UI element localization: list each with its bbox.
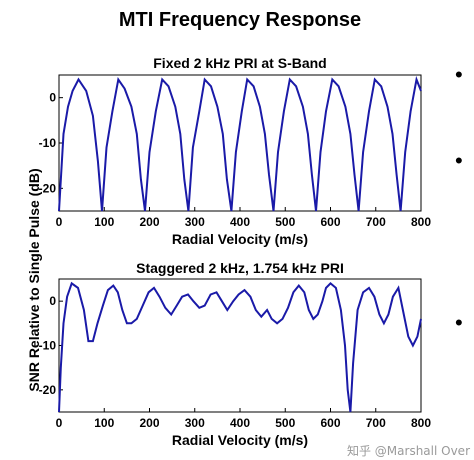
x-tick-label: 200 <box>139 215 159 229</box>
x-tick-label: 400 <box>230 416 250 430</box>
x-tick-label: 0 <box>56 416 63 430</box>
x-tick-label: 700 <box>366 215 386 229</box>
x-tick-label: 500 <box>275 416 295 430</box>
x-tick-label: 300 <box>185 215 205 229</box>
plot-staggered-pri-xlabel: Radial Velocity (m/s) <box>172 432 308 448</box>
y-tick-label: -10 <box>39 136 57 150</box>
x-tick-label: 400 <box>230 215 250 229</box>
x-tick-label: 800 <box>411 215 431 229</box>
y-tick-label: -10 <box>39 339 57 353</box>
watermark: 知乎 @Marshall Over <box>347 444 470 458</box>
y-tick-label: -20 <box>39 181 57 195</box>
x-tick-label: 200 <box>139 416 159 430</box>
y-tick-label: 0 <box>49 91 56 105</box>
plot-staggered-pri-frame <box>58 278 422 413</box>
x-tick-label: 800 <box>411 416 431 430</box>
plot-staggered-pri-title: Staggered 2 kHz, 1.754 kHz PRI <box>136 260 344 276</box>
x-tick-label: 100 <box>94 416 114 430</box>
bullet-2: • <box>455 148 463 173</box>
plot-fixed-pri-xlabel: Radial Velocity (m/s) <box>172 231 308 247</box>
plot-fixed-pri-series-line <box>58 75 422 212</box>
y-tick-label: 0 <box>49 294 56 308</box>
figure-title: MTI Frequency Response <box>119 9 361 31</box>
plot-staggered-pri-series-line <box>58 281 422 413</box>
y-axis-label: SNR Relative to Single Pulse (dB) <box>26 168 42 391</box>
plot-fixed-pri-title: Fixed 2 kHz PRI at S-Band <box>153 55 326 71</box>
plot-staggered-pri: Staggered 2 kHz, 1.754 kHz PRI 0 100 200 30… <box>39 260 432 448</box>
plot-fixed-pri-ticks: 0 100 200 300 400 500 600 700 800 0 -10 -20 <box>39 91 432 229</box>
plot-fixed-pri: Fixed 2 kHz PRI at S-Band 0 100 200 300 400 5… <box>39 55 432 247</box>
x-tick-label: 300 <box>185 416 205 430</box>
bullet-3: • <box>455 310 463 335</box>
x-tick-label: 500 <box>275 215 295 229</box>
x-tick-label: 0 <box>56 215 63 229</box>
y-tick-label: -20 <box>39 383 57 397</box>
plot-fixed-pri-frame <box>58 74 422 212</box>
plot-staggered-pri-ticks: 0 100 200 300 400 500 600 700 800 0 -10 -20 <box>39 294 432 430</box>
x-tick-label: 600 <box>320 215 340 229</box>
x-tick-label: 100 <box>94 215 114 229</box>
bullet-1: • <box>455 62 463 87</box>
x-tick-label: 700 <box>366 416 386 430</box>
x-tick-label: 600 <box>320 416 340 430</box>
